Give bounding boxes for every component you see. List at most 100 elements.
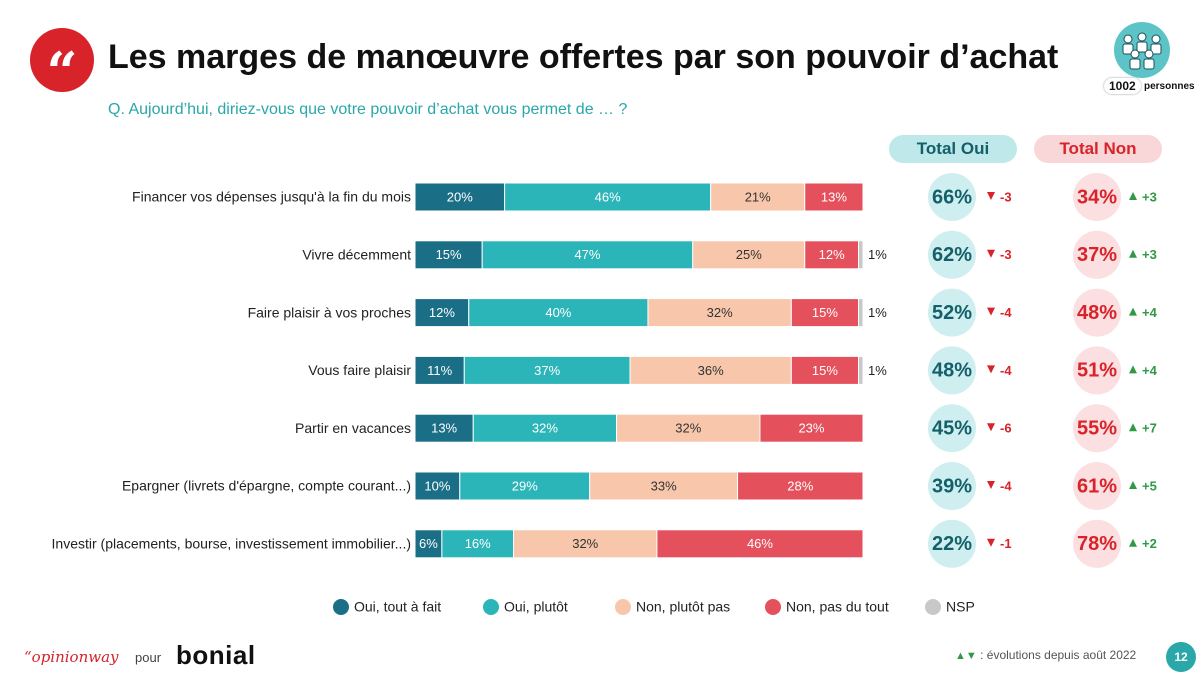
data-label: 15% <box>436 247 462 262</box>
page-title: Les marges de manœuvre offertes par son … <box>108 38 1059 76</box>
bar-segment <box>414 298 470 328</box>
survey-question: Q. Aujourd’hui, diriez-vous que votre po… <box>108 101 628 118</box>
bar-segment <box>804 182 864 212</box>
evolution-arrows-icon: ▲▼ <box>955 650 977 662</box>
data-label: 10% <box>424 478 450 493</box>
legend-label: Oui, tout à fait <box>354 599 441 615</box>
total-non-value: 51% <box>1077 360 1117 382</box>
up-arrow-icon <box>1129 481 1137 489</box>
total-oui-evolution: -4 <box>1000 305 1012 320</box>
total-non-circle <box>1073 230 1121 279</box>
data-label: 20% <box>447 189 473 204</box>
data-label: 15% <box>812 305 838 320</box>
total-oui-circle <box>928 288 976 337</box>
total-oui-value: 62% <box>932 244 972 266</box>
total-non-evolution: +2 <box>1142 536 1157 551</box>
data-label: 32% <box>675 421 701 436</box>
total-oui-value: 39% <box>932 475 972 497</box>
total-oui-evolution: -6 <box>1000 421 1012 436</box>
total-non-value: 78% <box>1077 533 1117 555</box>
total-non-circle <box>1073 288 1121 337</box>
evolution-note-text: : évolutions depuis août 2022 <box>976 648 1137 662</box>
bar-segment <box>459 471 591 501</box>
up-arrow-icon <box>1129 307 1137 316</box>
total-oui-value: 52% <box>932 302 972 324</box>
bonial-logo: bonial <box>176 640 256 670</box>
bar-segment <box>858 240 864 270</box>
bar-segment <box>441 529 515 559</box>
footer-pour: pour <box>135 650 162 665</box>
total-oui-circle <box>928 173 976 221</box>
nsp-label: 1% <box>868 363 887 378</box>
nsp-label: 1% <box>868 247 887 262</box>
bar-segment <box>759 413 864 443</box>
up-arrow-icon <box>1129 423 1137 432</box>
total-non-evolution: +3 <box>1142 247 1157 262</box>
data-label: 29% <box>512 478 538 493</box>
total-oui-header: Total Oui <box>889 135 1017 163</box>
data-label: 12% <box>429 305 455 320</box>
total-non-value: 34% <box>1077 186 1117 208</box>
bar-segment <box>513 529 658 559</box>
total-non-evolution: +4 <box>1142 305 1158 320</box>
bar-segment <box>647 298 792 328</box>
data-label: 16% <box>465 536 491 551</box>
total-oui-circle <box>928 462 976 510</box>
total-non-circle <box>1073 462 1121 510</box>
legend-label: Oui, plutôt <box>504 599 568 615</box>
category-label: Vivre décemment <box>302 247 411 263</box>
total-oui-evolution: -3 <box>1000 189 1012 204</box>
data-label: 21% <box>745 189 771 204</box>
data-label: 40% <box>545 305 571 320</box>
total-oui-value: 22% <box>932 533 972 555</box>
legend-label: NSP <box>946 599 975 615</box>
bar-segment <box>463 355 631 385</box>
total-non-header: Total Non <box>1034 135 1162 163</box>
bar-segment <box>414 355 465 385</box>
category-label: Financer vos dépenses jusqu'à la fin du … <box>132 189 411 205</box>
people-icon <box>1114 22 1170 78</box>
bar-segment <box>589 471 739 501</box>
category-label: Investir (placements, bourse, investisse… <box>52 536 411 552</box>
total-non-value: 61% <box>1077 475 1117 497</box>
data-label: 33% <box>651 478 677 493</box>
page-number: 12 <box>1166 642 1196 672</box>
data-label: 32% <box>532 421 558 436</box>
data-label: 37% <box>534 363 560 378</box>
total-oui-value: 66% <box>932 186 972 208</box>
down-arrow-icon <box>987 249 995 258</box>
sample-count: 1002 <box>1104 78 1141 94</box>
bar-segment <box>504 182 712 212</box>
category-label: Partir en vacances <box>295 420 411 436</box>
data-label: 46% <box>595 189 621 204</box>
total-non-circle <box>1073 519 1121 568</box>
evolution-note: ▲▼ : évolutions depuis août 2022 <box>955 648 1136 662</box>
up-arrow-icon <box>1129 192 1137 200</box>
total-oui-circle <box>928 346 976 395</box>
category-label: Faire plaisir à vos proches <box>248 304 411 320</box>
total-oui-evolution: -3 <box>1000 247 1012 262</box>
category-label: Epargner (livrets d'épargne, compte cour… <box>122 478 411 494</box>
total-non-evolution: +7 <box>1142 421 1157 436</box>
bar-segment <box>414 413 474 443</box>
down-arrow-icon <box>987 481 995 489</box>
total-non-value: 37% <box>1077 244 1117 266</box>
legend-label: Non, plutôt pas <box>636 599 730 615</box>
data-label: 23% <box>798 421 824 436</box>
down-arrow-icon <box>987 423 995 432</box>
data-label: 13% <box>431 421 457 436</box>
total-non-circle <box>1073 346 1121 395</box>
legend-label: Non, pas du tout <box>786 599 889 615</box>
total-non-value: 48% <box>1077 302 1117 324</box>
bar-segment <box>858 298 864 328</box>
total-oui-circle <box>928 519 976 568</box>
data-label: 36% <box>698 363 724 378</box>
total-non-value: 55% <box>1077 417 1117 439</box>
up-arrow-icon <box>1129 249 1137 258</box>
data-label: 32% <box>572 536 598 551</box>
legend-swatch <box>615 599 631 615</box>
bar-segment <box>790 355 860 385</box>
sample-label: personnes <box>1144 81 1195 92</box>
total-oui-value: 48% <box>932 360 972 382</box>
